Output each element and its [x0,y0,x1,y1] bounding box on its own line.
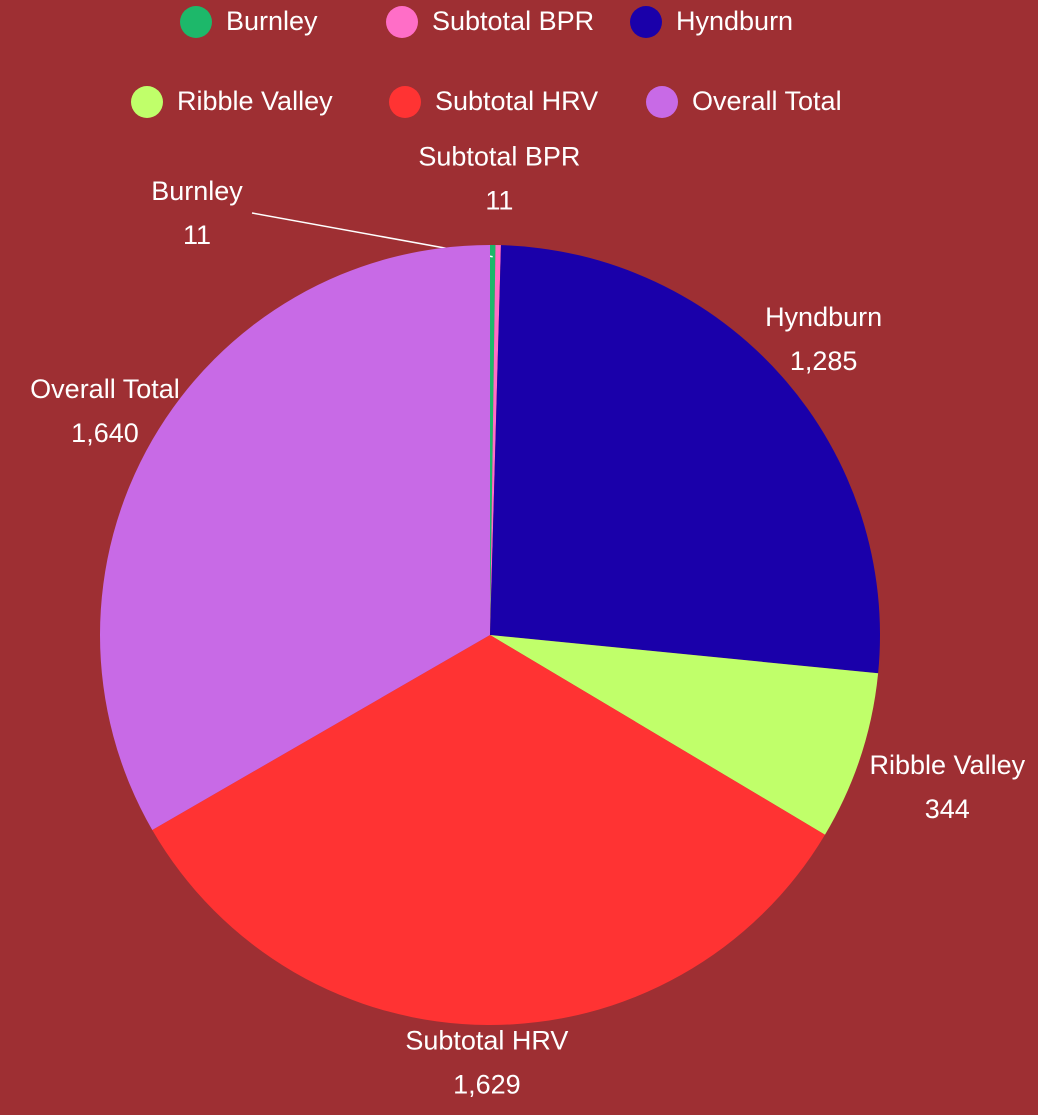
legend-swatch [386,6,418,38]
pie-slice [490,245,496,635]
slice-value: 1,285 [790,346,858,376]
slice-value: 344 [925,794,970,824]
legend-swatch [389,86,421,118]
legend-label: Burnley [226,6,318,36]
legend-label: Overall Total [692,86,842,116]
slice-value: 11 [183,220,211,250]
legend-swatch [630,6,662,38]
pie-slice [490,635,879,835]
slice-label: Overall Total [30,374,180,404]
slice-label: Burnley [151,176,243,206]
slice-label: Subtotal BPR [418,142,580,172]
pie-slice [490,245,501,635]
slice-value: 11 [485,186,513,216]
legend-label: Subtotal BPR [432,6,594,36]
legend-label: Hyndburn [676,6,793,36]
pie-slice [490,245,880,674]
slice-label: Ribble Valley [870,750,1026,780]
legend-swatch [180,6,212,38]
slice-label: Subtotal HRV [405,1026,568,1056]
legend-swatch [131,86,163,118]
slice-value: 1,640 [71,418,139,448]
slice-value: 1,629 [453,1070,521,1100]
slice-label: Hyndburn [765,302,882,332]
legend-label: Subtotal HRV [435,86,598,116]
pie-slice [99,244,491,830]
pie-slice [152,635,825,1025]
legend-swatch [646,86,678,118]
legend-label: Ribble Valley [177,86,333,116]
